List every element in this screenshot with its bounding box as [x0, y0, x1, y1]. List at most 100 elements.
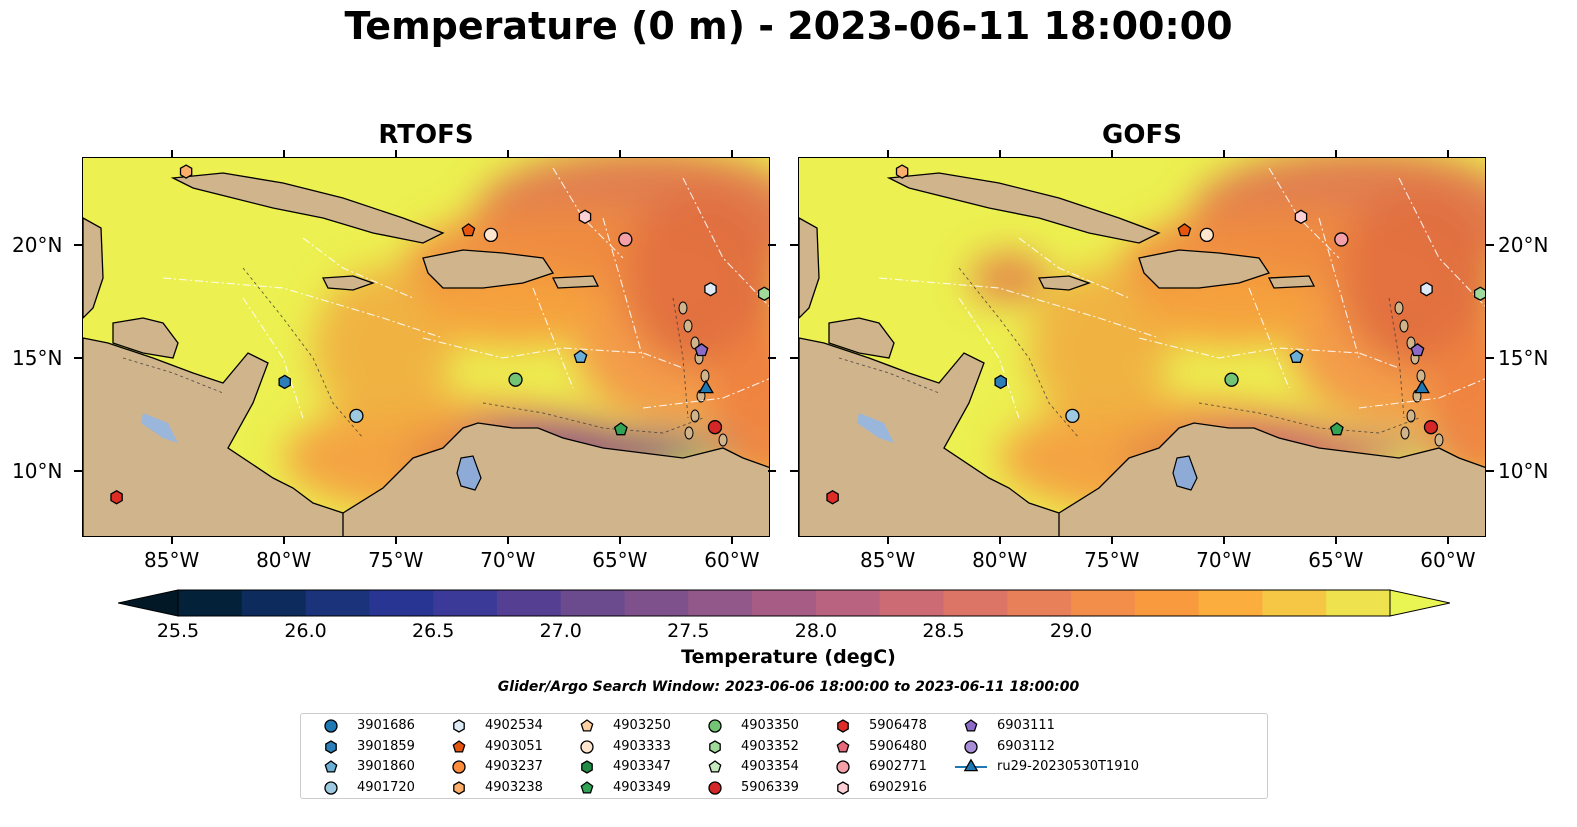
latitude-label-right: 15°N: [1498, 346, 1549, 371]
legend-marker-icon: [452, 760, 466, 774]
legend-label: 4903354: [741, 759, 799, 774]
longitude-tick: [1110, 537, 1113, 544]
colorbar-bin: [1326, 590, 1391, 616]
colorbar-bin: [1071, 590, 1136, 616]
longitude-tick: [998, 537, 1001, 544]
colorbar-bin: [688, 590, 753, 616]
legend-label: 4903347: [613, 759, 671, 774]
legend-marker-icon: [964, 719, 978, 732]
longitude-label: 70°W: [1196, 548, 1252, 572]
colorbar-bin: [1007, 590, 1072, 616]
panel-title-rtofs: RTOFS: [378, 120, 474, 150]
longitude-label: 80°W: [256, 548, 312, 572]
longitude-tick-top: [730, 150, 733, 157]
latitude-tick: [768, 470, 776, 473]
map-panel-gofs[interactable]: [798, 157, 1486, 537]
colorbar-bin: [815, 590, 881, 616]
longitude-tick-top: [506, 150, 509, 157]
legend-label: 5906478: [869, 718, 927, 733]
longitude-tick-top: [886, 150, 889, 157]
float-marker-4903350: [1224, 372, 1239, 387]
legend-label: 5906480: [869, 738, 927, 754]
legend-marker-icon: [453, 780, 465, 795]
float-marker-5906339: [1423, 420, 1439, 435]
float-marker-6902916: [578, 209, 592, 225]
float-marker-5906478: [826, 490, 839, 505]
float-marker-4902534: [704, 281, 717, 297]
legend-marker-icon: [325, 739, 337, 754]
latitude-label-right: 10°N: [1498, 459, 1549, 484]
longitude-tick: [394, 537, 397, 544]
bathymetry-contours: [122, 267, 704, 439]
latitude-tick: [768, 357, 776, 360]
latitude-tick: [74, 357, 82, 360]
longitude-tick-top: [282, 150, 285, 157]
legend-label: 4903350: [741, 718, 799, 733]
longitude-tick: [886, 537, 889, 544]
land-masses: [83, 172, 769, 536]
longitude-tick: [618, 537, 621, 544]
longitude-tick-top: [1222, 150, 1225, 157]
colorbar-tick-label: 27.5: [667, 620, 710, 642]
legend-label: 4903051: [485, 738, 543, 754]
search-window-text: Glider/Argo Search Window: 2023-06-06 18…: [497, 679, 1080, 695]
longitude-label: 80°W: [972, 548, 1028, 572]
latitude-tick: [790, 470, 798, 473]
colorbar: [118, 589, 1450, 617]
latitude-tick: [1486, 357, 1494, 360]
legend-marker-icon: [708, 780, 722, 795]
legend-label: 3901859: [357, 738, 415, 754]
colorbar-bin: [433, 590, 498, 616]
float-marker-3901859: [278, 374, 291, 390]
colorbar-bin: [943, 590, 1008, 616]
colorbar-bin: [560, 590, 626, 616]
eez-boundaries: [878, 167, 1485, 419]
legend-label: 4903333: [613, 738, 671, 754]
legend-marker-icon: [324, 760, 338, 773]
latitude-tick: [74, 470, 82, 473]
longitude-tick-top: [170, 150, 173, 157]
longitude-tick-top: [1110, 150, 1113, 157]
latitude-tick: [1486, 470, 1494, 473]
longitude-tick-top: [998, 150, 1001, 157]
legend-marker-icon: [837, 780, 849, 795]
colorbar-tick-label: 26.5: [412, 620, 455, 642]
legend-label: 4901720: [357, 779, 415, 795]
legend-marker-icon: [709, 739, 721, 754]
map-panel-rtofs[interactable]: [82, 157, 770, 537]
legend-marker-icon: [708, 719, 722, 733]
longitude-label: 70°W: [480, 548, 536, 572]
float-marker-6902771: [1334, 232, 1349, 247]
legend-marker-icon: [963, 758, 979, 772]
float-marker-4903238: [179, 164, 193, 179]
legend-marker-icon: [324, 719, 338, 733]
legend-label: ru29-20230530T1910: [997, 759, 1140, 774]
float-marker-4903352: [1473, 286, 1485, 301]
legend-marker-icon: [580, 739, 594, 754]
longitude-label: 65°W: [1308, 548, 1364, 572]
colorbar-bin: [369, 590, 434, 616]
float-marker-4903350: [508, 372, 523, 387]
legend-label: 6902916: [869, 779, 927, 795]
float-marker-6903111: [1410, 342, 1425, 357]
colorbar-tick-label: 29.0: [1049, 620, 1093, 642]
colorbar-extend-low: [118, 589, 179, 617]
float-marker-4903051: [461, 223, 476, 237]
float-marker-4903238: [895, 164, 909, 179]
colorbar-bin: [624, 590, 689, 616]
latitude-tick: [74, 244, 82, 247]
legend-label: 5906339: [741, 779, 799, 795]
longitude-tick-top: [1334, 150, 1337, 157]
latitude-label-left: 20°N: [12, 233, 63, 258]
latitude-tick: [790, 244, 798, 247]
latitude-label-right: 20°N: [1498, 233, 1549, 258]
legend-marker-icon: [581, 760, 593, 774]
latitude-label-left: 15°N: [12, 346, 63, 371]
float-marker-ru29-20230530T1910: [698, 379, 714, 394]
legend-label: 6902771: [869, 759, 927, 774]
longitude-label: 60°W: [704, 548, 760, 572]
colorbar-bin: [1134, 590, 1200, 616]
longitude-tick-top: [1446, 150, 1449, 157]
colorbar-bin: [1262, 590, 1327, 616]
colorbar-bin: [752, 590, 817, 616]
